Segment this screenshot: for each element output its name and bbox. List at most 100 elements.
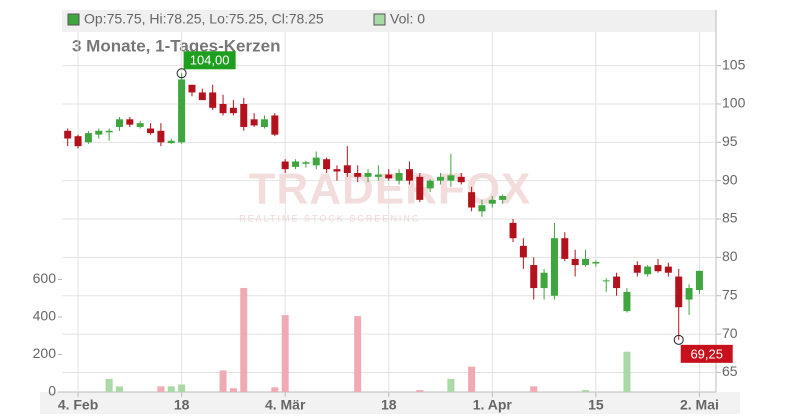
candle-body [302, 162, 310, 164]
volume-bar [167, 386, 175, 392]
candle-body [178, 79, 186, 143]
candle-body [654, 265, 662, 272]
candle-body [509, 222, 517, 239]
volume-bar [468, 366, 476, 392]
volume-bar [219, 370, 227, 392]
candle-body [260, 119, 268, 127]
candle-body [499, 196, 507, 200]
volume-legend: Vol: 0 [390, 11, 425, 27]
candle-body [488, 199, 496, 204]
candle-body [281, 161, 289, 170]
y-tick-label: 70 [722, 325, 738, 341]
volume-tick-label: 600 [33, 270, 57, 286]
candle-body [374, 174, 382, 177]
watermark: TRADERFOX [249, 165, 532, 214]
candle-body [426, 180, 434, 189]
candle-body [644, 266, 652, 275]
candle-body [188, 84, 196, 93]
x-tick-label: 18 [174, 397, 190, 413]
candle-body [147, 128, 155, 134]
y-tick-label: 100 [722, 95, 746, 111]
extreme-label-box [680, 344, 733, 363]
volume-bar [623, 351, 631, 392]
candle-body [354, 173, 362, 177]
candle-body [136, 123, 144, 127]
candle-body [292, 161, 300, 167]
candle-body [437, 176, 445, 181]
candle-body [519, 245, 527, 258]
volume-tick-label: 200 [33, 345, 57, 361]
candle-body [675, 276, 683, 308]
candle-body [167, 140, 175, 144]
candle-body [540, 272, 548, 289]
volume-bar [416, 390, 424, 392]
watermark-sub: REALTIME STOCK SCREENING [239, 213, 421, 223]
header-bar [62, 10, 716, 32]
candle-body [561, 238, 569, 259]
extreme-annotation: 69,25 [673, 334, 733, 363]
candle-body [602, 280, 610, 282]
x-tick-label: 4. Feb [58, 397, 98, 413]
x-tick-label: 4. Mär [265, 397, 306, 413]
candle-body [209, 92, 217, 108]
y-tick-label: 90 [722, 171, 738, 187]
candle-body [416, 176, 424, 200]
extreme-marker [673, 334, 684, 345]
x-tick-label: 2. Mai [680, 397, 719, 413]
candle-body [405, 169, 413, 181]
candle-body [115, 119, 123, 127]
x-axis-band [40, 392, 740, 414]
candle-body [84, 133, 92, 143]
ohlc-legend: Op:75.75, Hi:78.25, Lo:75.25, Cl:78.25 [84, 11, 324, 27]
candle-body [664, 266, 672, 273]
candle-body [229, 107, 237, 114]
volume-bar [354, 316, 362, 392]
x-tick-label: 18 [381, 397, 397, 413]
extreme-label-box [183, 51, 236, 70]
extreme-label: 69,25 [690, 346, 723, 361]
candle-body [250, 119, 258, 126]
candle-body [74, 136, 82, 147]
candle-body [323, 159, 331, 170]
candle-body [105, 130, 113, 133]
y-tick-label: 80 [722, 248, 738, 264]
volume-bar [530, 386, 538, 392]
candle-body [550, 238, 558, 296]
y-tick-label: 75 [722, 286, 738, 302]
volume-bar [157, 386, 165, 392]
y-tick-label: 105 [722, 56, 746, 72]
y-tick-label: 95 [722, 133, 738, 149]
candle-body [592, 261, 600, 264]
volume-bar [115, 386, 123, 392]
candle-body [685, 288, 693, 300]
candle-body [457, 176, 465, 183]
x-tick-label: 15 [588, 397, 604, 413]
volume-bar [178, 384, 186, 392]
volume-swatch [373, 13, 386, 26]
candle-body [571, 258, 579, 266]
candle-body [333, 169, 341, 172]
candle-body [240, 103, 248, 127]
candle-body [157, 130, 165, 143]
candle-body [582, 258, 590, 266]
candle-body [385, 174, 393, 179]
volume-bar [229, 388, 237, 392]
candle-body [695, 270, 703, 290]
extreme-marker [176, 68, 187, 79]
volume-tick-label: 400 [33, 308, 57, 324]
candle-body [95, 130, 103, 135]
candle-body [530, 265, 538, 289]
volume-bar [271, 387, 279, 392]
x-tick-label: 1. Apr [473, 397, 513, 413]
candle-body [126, 119, 134, 125]
candle-body [613, 276, 621, 289]
volume-bar [281, 315, 289, 392]
candle-body [447, 175, 455, 181]
candle-body [343, 165, 351, 174]
chart-title: 3 Monate, 1-Tages-Kerzen [72, 36, 280, 55]
candle-body [364, 173, 372, 177]
extreme-annotation: 104,00 [176, 51, 236, 79]
volume-bar [105, 378, 113, 392]
ohlc-swatch [67, 13, 80, 26]
